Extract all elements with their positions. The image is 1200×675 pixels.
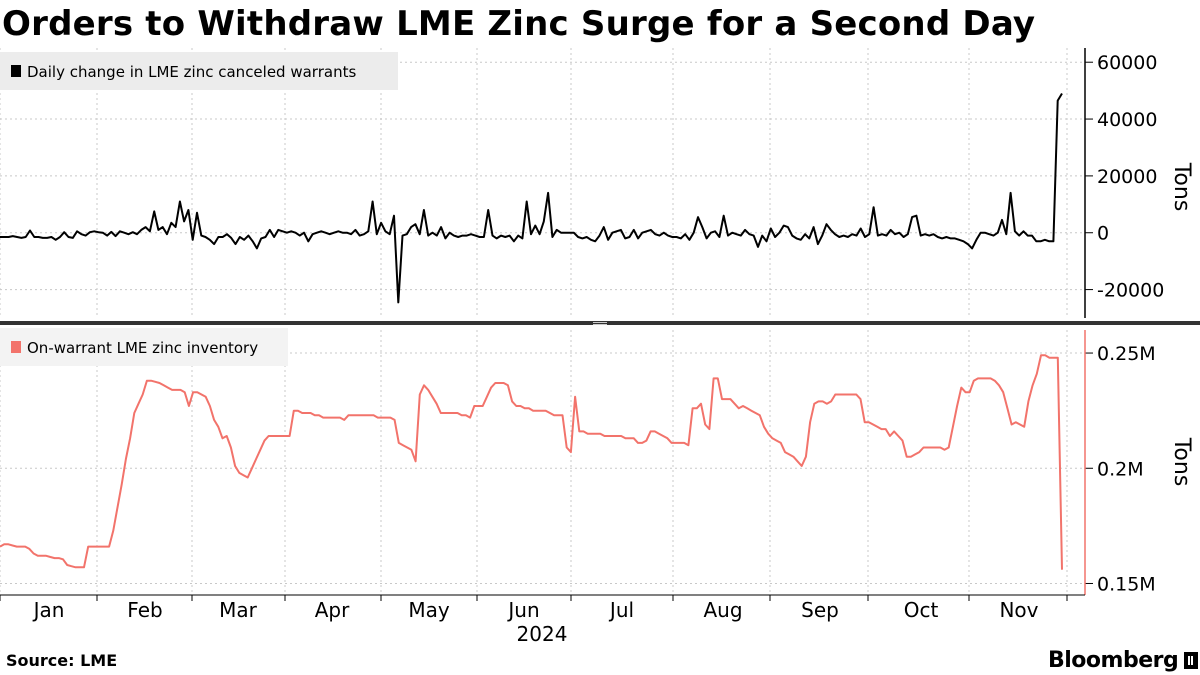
x-axis-year: 2024: [517, 622, 568, 646]
x-tick-label: Jul: [608, 598, 634, 622]
x-tick-label: Sep: [801, 598, 839, 622]
bloomberg-logo: Bloomberg: [1048, 648, 1199, 673]
brand-name: Bloomberg: [1048, 648, 1179, 673]
x-tick-label: Nov: [999, 598, 1038, 622]
top-legend-label: Daily change in LME zinc canceled warran…: [27, 63, 356, 81]
x-tick-label: Jan: [32, 598, 65, 622]
y-tick-label: 60000: [1097, 52, 1157, 74]
bottom-legend: On-warrant LME zinc inventory: [0, 328, 288, 366]
y-tick-label: 0.2M: [1097, 458, 1144, 480]
top-series-line: [0, 92, 1063, 304]
x-axis: Jan Feb Mar Apr May Jun Jul Aug Sep Oct Nov: [0, 594, 1085, 622]
x-tick-label: Mar: [219, 598, 258, 622]
chart-title: Orders to Withdraw LME Zinc Surge for a …: [2, 4, 1036, 44]
top-y-axis: 60000 40000 20000 0 -20000: [1084, 48, 1164, 318]
bottom-y-axis-label: Tons: [1169, 437, 1194, 487]
y-tick-label: -20000: [1097, 280, 1164, 302]
top-legend: Daily change in LME zinc canceled warran…: [0, 52, 398, 90]
x-tick-label: Apr: [315, 598, 350, 622]
y-tick-label: 0.25M: [1097, 343, 1156, 365]
bottom-y-axis: 0.25M 0.2M 0.15M: [1084, 330, 1156, 595]
top-panel: 60000 40000 20000 0 -20000 Tons Daily change…: [0, 48, 1194, 318]
y-tick-label: 0.15M: [1097, 573, 1156, 595]
y-tick-label: 0: [1097, 223, 1109, 245]
bottom-series-line: [0, 354, 1063, 570]
top-y-axis-label: Tons: [1169, 162, 1194, 212]
bottom-panel: 0.25M 0.2M 0.15M Tons On-warrant LME zinc …: [0, 328, 1194, 646]
y-tick-label: 20000: [1097, 166, 1157, 188]
bottom-gridlines: [0, 330, 1085, 595]
x-tick-label: Aug: [703, 598, 742, 622]
top-legend-background: [0, 52, 398, 90]
bottom-legend-label: On-warrant LME zinc inventory: [27, 339, 258, 357]
x-tick-label: Jun: [506, 598, 539, 622]
x-tick-label: Feb: [127, 598, 162, 622]
source-note: Source: LME: [6, 651, 118, 670]
y-tick-label: 40000: [1097, 109, 1157, 131]
x-tick-label: Oct: [904, 598, 939, 622]
top-legend-swatch: [11, 65, 21, 77]
x-tick-label: May: [408, 598, 450, 622]
terminal-icon: [1184, 652, 1199, 669]
bottom-legend-background: [0, 328, 288, 366]
top-gridlines: [0, 48, 1085, 318]
bottom-legend-swatch: [11, 341, 21, 353]
panel-divider: [0, 321, 1200, 325]
